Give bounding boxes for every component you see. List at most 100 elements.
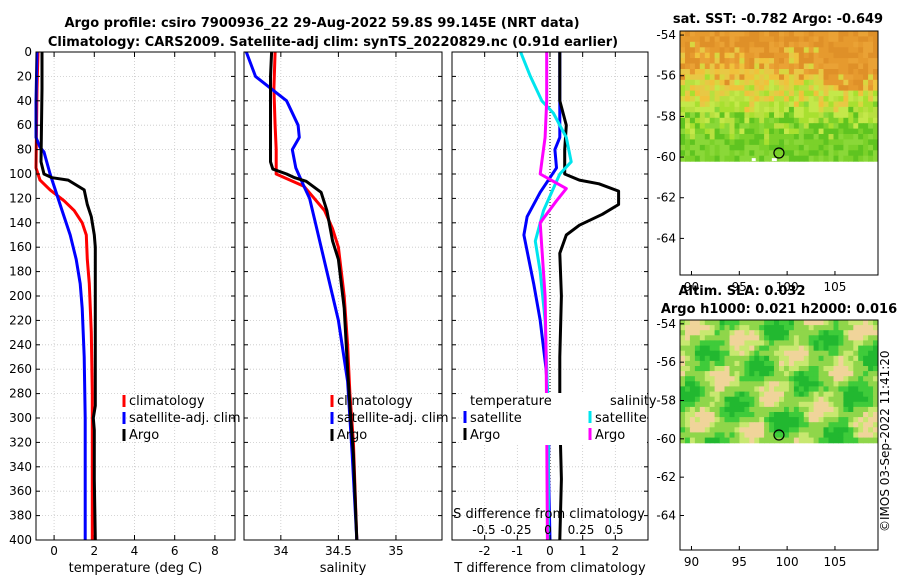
map-cell bbox=[788, 406, 795, 413]
map-cell bbox=[704, 345, 711, 352]
map-cell bbox=[868, 340, 874, 347]
map-cell bbox=[699, 386, 706, 393]
map-cell bbox=[868, 123, 874, 130]
map-cell bbox=[704, 96, 711, 103]
map-cell bbox=[689, 90, 696, 97]
map-cell bbox=[828, 101, 834, 108]
map-cell bbox=[685, 350, 691, 357]
map-cell bbox=[853, 47, 859, 54]
map-cell bbox=[724, 106, 730, 113]
map-cell bbox=[754, 123, 760, 130]
map-cell bbox=[774, 406, 780, 413]
map-cell bbox=[704, 360, 711, 367]
map-cell bbox=[784, 350, 790, 357]
map-cell bbox=[863, 128, 869, 135]
map-cell bbox=[843, 47, 849, 54]
map-cell bbox=[749, 432, 755, 439]
map-cell bbox=[788, 58, 795, 65]
map-cell bbox=[734, 432, 740, 439]
map-cell bbox=[699, 406, 706, 413]
map-cell bbox=[694, 401, 701, 408]
map-cell bbox=[685, 376, 691, 382]
map-cell bbox=[818, 412, 825, 418]
map-cell bbox=[808, 371, 815, 377]
map-cell bbox=[734, 90, 740, 97]
map-cell bbox=[689, 330, 696, 336]
map-cell bbox=[803, 355, 810, 362]
map-cell bbox=[843, 112, 849, 119]
map-cell bbox=[754, 432, 760, 439]
map-cell bbox=[873, 112, 879, 119]
map-cell bbox=[848, 330, 854, 336]
map-cell bbox=[818, 437, 825, 444]
map-cell bbox=[769, 117, 775, 124]
map-cell bbox=[724, 139, 730, 146]
map-cell bbox=[843, 58, 849, 65]
map-cell bbox=[843, 79, 849, 86]
map-cell bbox=[813, 335, 820, 341]
map-cell bbox=[788, 412, 795, 418]
map-cell bbox=[694, 79, 701, 86]
map-cell bbox=[729, 366, 735, 372]
map-cell bbox=[873, 406, 879, 413]
map-cell bbox=[719, 371, 726, 377]
map-cell bbox=[734, 47, 740, 54]
map-cell bbox=[813, 396, 820, 403]
map-cell bbox=[734, 134, 740, 140]
map-cell bbox=[734, 412, 740, 418]
map-cell bbox=[744, 90, 750, 97]
map-cell bbox=[833, 391, 839, 398]
map-cell bbox=[808, 58, 815, 65]
map-cell bbox=[873, 69, 879, 75]
map-cell bbox=[784, 144, 790, 151]
map-cell bbox=[813, 41, 820, 48]
map-cell bbox=[788, 345, 795, 352]
map-cell bbox=[823, 123, 829, 130]
map-cell bbox=[704, 396, 711, 403]
map-cell bbox=[833, 437, 839, 444]
map-cell bbox=[759, 417, 765, 423]
map-cell bbox=[863, 371, 869, 377]
map-cell bbox=[774, 139, 780, 146]
map-cell bbox=[744, 69, 750, 75]
map-cell bbox=[709, 401, 716, 408]
map-cell bbox=[734, 335, 740, 341]
map-cell bbox=[823, 128, 829, 135]
map-cell bbox=[724, 391, 730, 398]
map-cell bbox=[739, 355, 745, 362]
map-cell bbox=[699, 41, 706, 48]
map-cell bbox=[863, 90, 869, 97]
map-cell bbox=[754, 36, 760, 43]
map-cell bbox=[724, 134, 730, 140]
map-cell bbox=[818, 422, 825, 428]
map-cell bbox=[739, 63, 745, 70]
map-cell bbox=[793, 417, 800, 423]
y-tick-label: 0 bbox=[24, 45, 32, 59]
map-cell bbox=[704, 52, 711, 59]
map-cell bbox=[719, 406, 726, 413]
map-cell bbox=[689, 74, 696, 81]
map-cell bbox=[863, 134, 869, 140]
map-cell bbox=[709, 79, 716, 86]
map-cell bbox=[714, 412, 721, 418]
legend-climatology: climatology bbox=[129, 394, 205, 409]
map-cell bbox=[729, 417, 735, 423]
map-cell bbox=[754, 350, 760, 357]
map-cell bbox=[739, 36, 745, 43]
map-cell bbox=[689, 401, 696, 408]
map-cell bbox=[680, 58, 686, 65]
map-cell bbox=[803, 117, 810, 124]
map-cell bbox=[833, 63, 839, 70]
map-cell bbox=[848, 396, 854, 403]
x-tick-label: 8 bbox=[211, 544, 219, 558]
map-cell bbox=[868, 417, 874, 423]
map-cell bbox=[813, 340, 820, 347]
map-cell bbox=[863, 427, 869, 433]
map-cell bbox=[784, 386, 790, 393]
map-cell bbox=[818, 31, 825, 37]
map-cell bbox=[689, 47, 696, 54]
map-cell bbox=[719, 325, 726, 331]
map-cell bbox=[818, 381, 825, 387]
map-cell bbox=[843, 144, 849, 151]
map-cell bbox=[838, 386, 844, 393]
